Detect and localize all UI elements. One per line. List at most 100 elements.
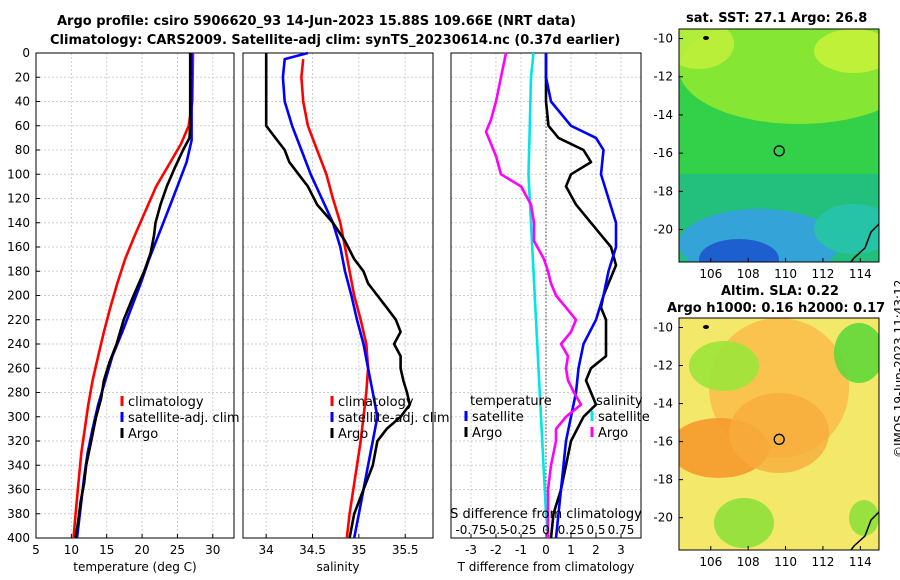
x-axis-label: temperature (deg C) (73, 560, 196, 574)
y-tick-label: 340 (7, 458, 30, 472)
x-tick-label: 10 (64, 543, 79, 557)
sst-map-title: sat. SST: 27.1 Argo: 26.8 (686, 11, 868, 26)
y-tick-label: 200 (7, 289, 30, 303)
y-tick-label: 140 (7, 216, 30, 230)
map-y-tick-label: -10 (653, 321, 673, 335)
x-tick-label: 35 (351, 543, 366, 557)
series-satellite (281, 51, 379, 539)
sst-map-field (679, 29, 879, 262)
y-tick-label: 220 (7, 313, 30, 327)
sla-map-field (679, 318, 879, 550)
series-argo (264, 53, 412, 539)
y-tick-label: 320 (7, 434, 30, 448)
map-frame (678, 317, 880, 551)
x-tick-label: 34.5 (299, 543, 326, 557)
legend-label: Argo (598, 426, 628, 441)
island (703, 36, 709, 40)
x-axis-label: T difference from climatology (457, 560, 635, 574)
x-tick-label: 30 (205, 543, 220, 557)
map-x-tick-label: 114 (849, 555, 872, 569)
s-tick-label: -0.75 (455, 523, 486, 537)
y-tick-label: 20 (15, 70, 30, 84)
map-x-tick-label: 114 (849, 267, 872, 281)
map-y-tick-label: -12 (653, 359, 673, 373)
map-y-tick-label: -12 (653, 70, 673, 84)
y-tick-label: 300 (7, 410, 30, 424)
difference-panel: -3 -2 -1 0 1 2 3 T difference from climatology S… (450, 52, 650, 574)
y-tick-label: 80 (15, 143, 30, 157)
warm-patch (814, 29, 879, 73)
float-location-marker (773, 433, 785, 445)
map-frame (678, 28, 880, 263)
x-tick-label: 0 (542, 543, 550, 557)
map-x-tick-label: 110 (774, 555, 797, 569)
y-tick-label: 60 (15, 119, 30, 133)
y-tick-label: 40 (15, 95, 30, 109)
legend-label: climatology (338, 395, 414, 410)
s-tick-label: -0.25 (505, 523, 536, 537)
x-tick-label: 35.5 (392, 543, 419, 557)
s-tick-label: -0.5 (484, 523, 507, 537)
x-tick-label: -1 (515, 543, 527, 557)
high-sla-patch (729, 393, 829, 473)
x-tick-label: 3 (617, 543, 625, 557)
y-tick-label: 0 (22, 46, 30, 60)
map-x-tick-label: 108 (737, 267, 760, 281)
x-tick-label: 15 (99, 543, 114, 557)
legend-label: Argo (338, 427, 368, 442)
legend-label: satellite-adj. clim (338, 411, 450, 426)
low-sla-patch (689, 341, 759, 391)
sla-map: -10 -12 -14 -16 -18 -20 106 108 110 112 114 (653, 317, 880, 569)
series-t-satellite-(blue) (544, 53, 618, 539)
series-climatology (300, 58, 370, 539)
series-s-argo (484, 52, 583, 538)
main-title-line1: Argo profile: csiro 5906620_93 14-Jun-20… (57, 14, 576, 29)
x-tick-label: 25 (170, 543, 185, 557)
y-tick-label: 260 (7, 361, 30, 375)
legend-label: Argo (472, 426, 502, 441)
temperature-panel: 5 10 15 20 25 30 temperature (deg C) 0 20 40 60 80 1… (7, 46, 240, 574)
legend-heading-salinity: salinity (596, 394, 643, 409)
map-y-tick-label: -14 (653, 397, 673, 411)
low-sla-patch (834, 323, 879, 383)
y-tick-label: 380 (7, 507, 30, 521)
y-tick-label: 100 (7, 167, 30, 181)
island (703, 325, 709, 329)
map-x-tick-label: 112 (811, 555, 834, 569)
legend-label: climatology (128, 395, 204, 410)
s-tick-label: 0.25 (558, 523, 585, 537)
panel-frame (242, 52, 434, 539)
x-tick-label: 34 (259, 543, 274, 557)
map-y-tick-label: -18 (653, 184, 673, 198)
float-location-marker (773, 145, 785, 157)
y-tick-label: 240 (7, 337, 30, 351)
y-tick-label: 180 (7, 264, 30, 278)
map-x-tick-label: 110 (774, 267, 797, 281)
map-x-tick-label: 106 (699, 267, 722, 281)
low-sla-patch (714, 498, 774, 548)
y-tick-label: 160 (7, 240, 30, 254)
series-climatology (72, 52, 195, 539)
map-y-tick-label: -14 (653, 108, 673, 122)
map-y-tick-label: -16 (653, 146, 673, 160)
y-tick-label: 400 (7, 531, 30, 545)
coastline (850, 223, 879, 262)
s-tick-label: 0 (542, 523, 550, 537)
main-title-line2: Climatology: CARS2009. Satellite-adj cli… (50, 33, 621, 48)
legend-heading-temperature: temperature (470, 394, 552, 409)
map-y-tick-label: -16 (653, 435, 673, 449)
map-x-tick-label: 112 (811, 267, 834, 281)
coastline (850, 511, 879, 550)
map-y-tick-label: -20 (653, 223, 673, 237)
s-axis-label: S difference from climatology (450, 507, 642, 522)
map-x-tick-label: 108 (737, 555, 760, 569)
x-tick-label: 1 (567, 543, 575, 557)
low-sla-patch (849, 500, 879, 536)
x-axis-label: salinity (316, 560, 359, 574)
map-y-tick-label: -20 (653, 511, 673, 525)
cool-patch (814, 204, 879, 254)
legend-label: satellite (598, 410, 650, 425)
y-tick-label: 120 (7, 192, 30, 206)
x-tick-label: 2 (592, 543, 600, 557)
